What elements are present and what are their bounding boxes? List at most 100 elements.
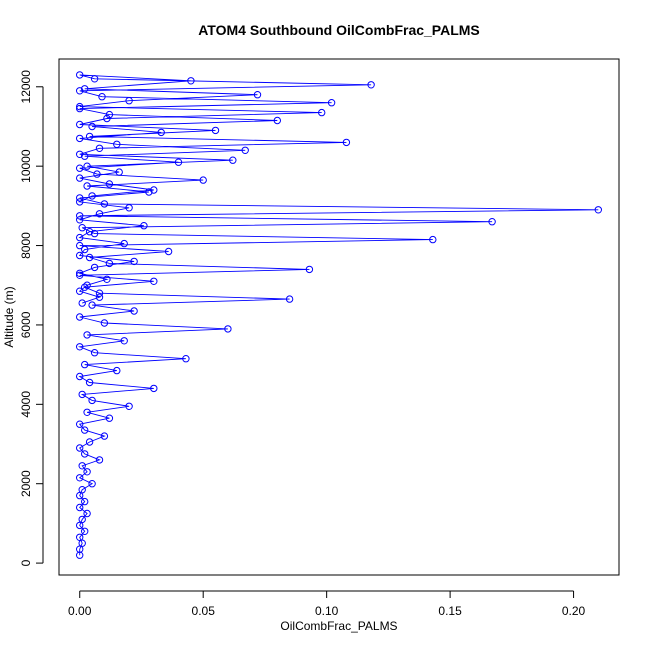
data-point [253, 91, 262, 99]
x-axis-label: OilCombFrac_PALMS [280, 619, 397, 633]
data-point [83, 281, 91, 289]
data-point [76, 71, 84, 79]
data-point [93, 170, 101, 178]
x-tick-label: 0.10 [315, 604, 339, 618]
data-point [150, 186, 158, 194]
data-point [76, 216, 84, 224]
data-point [95, 210, 104, 218]
data-point [594, 206, 602, 214]
data-point [90, 349, 99, 357]
y-tick-label: 12000 [19, 70, 33, 104]
data-point [76, 241, 84, 250]
data-point [150, 384, 158, 393]
data-point [103, 114, 111, 123]
data-point [81, 426, 89, 434]
data-point [342, 138, 351, 147]
data-point [76, 533, 84, 541]
data-point [100, 432, 109, 440]
data-point [140, 222, 148, 230]
data-point [81, 245, 89, 254]
data-point [83, 468, 91, 476]
data-point [78, 462, 86, 470]
data-point [83, 182, 91, 190]
data-point [90, 229, 99, 238]
data-point [76, 503, 84, 512]
y-tick-label: 4000 [19, 391, 33, 418]
data-point [95, 289, 104, 297]
data-point [90, 263, 99, 272]
data-point [81, 450, 89, 458]
data-point [76, 150, 84, 159]
data-point [76, 174, 84, 182]
data-point [81, 85, 89, 93]
data-point [211, 126, 220, 135]
data-point [83, 509, 91, 518]
data-point [199, 176, 207, 184]
data-point [76, 372, 84, 381]
data-point [76, 233, 84, 242]
data-point [81, 527, 89, 535]
data-point [95, 293, 104, 301]
data-point [76, 194, 84, 202]
data-point [78, 299, 86, 307]
data-point [130, 257, 138, 266]
x-axis: 0.00 0.05 0.10 0.15 0.20 [68, 590, 586, 618]
data-point [120, 337, 128, 345]
data-point [429, 235, 437, 244]
data-point [81, 283, 89, 291]
data-point [115, 168, 123, 176]
data-point [76, 198, 84, 206]
data-point [367, 81, 375, 89]
data-point [88, 192, 96, 200]
data-point [95, 456, 104, 464]
data-point [88, 480, 96, 488]
data-point [81, 497, 89, 506]
data-point [182, 355, 190, 363]
data-point [83, 331, 91, 339]
data-point [145, 188, 153, 196]
data-point [76, 164, 84, 172]
y-tick-label: 2000 [19, 470, 33, 497]
y-tick-label: 8000 [19, 232, 33, 259]
series-layer [76, 71, 602, 559]
data-point [318, 108, 326, 117]
data-point [95, 144, 104, 153]
data-point [164, 247, 173, 256]
data-point [85, 438, 94, 446]
y-axis: 0 2000 4000 6000 8000 10000 12000 [19, 70, 44, 566]
data-point [76, 87, 84, 95]
data-point [85, 253, 94, 262]
data-point [187, 77, 195, 85]
series-line [77, 74, 599, 556]
data-point [76, 420, 84, 428]
data-point [83, 162, 91, 170]
data-point [130, 307, 138, 315]
data-point [76, 104, 84, 113]
data-point [174, 158, 183, 166]
data-point [98, 93, 106, 101]
data-point [76, 251, 84, 260]
data-point [76, 271, 84, 279]
data-point [76, 545, 84, 553]
data-point [125, 97, 133, 105]
data-point [100, 319, 109, 327]
data-point [78, 486, 86, 494]
data-point [85, 132, 94, 141]
data-point [85, 228, 94, 236]
data-point [125, 402, 133, 410]
data-point [81, 152, 89, 160]
data-point [229, 156, 237, 164]
data-point [90, 75, 99, 83]
x-tick-label: 0.00 [68, 604, 92, 618]
data-point [273, 116, 281, 125]
data-point [76, 120, 84, 129]
chart-title: ATOM4 Southbound OilCombFrac_PALMS [198, 22, 480, 38]
data-point [120, 239, 128, 248]
data-point [125, 204, 133, 212]
data-point [76, 444, 84, 452]
data-point [103, 275, 111, 283]
data-point [81, 360, 89, 369]
data-point [76, 287, 84, 295]
data-point [76, 521, 84, 530]
